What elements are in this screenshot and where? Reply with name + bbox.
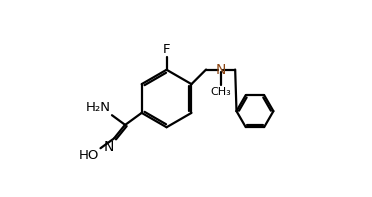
Text: N: N — [103, 140, 113, 154]
Text: CH₃: CH₃ — [210, 87, 231, 97]
Text: HO: HO — [79, 149, 100, 162]
Text: N: N — [215, 63, 226, 77]
Text: H₂N: H₂N — [86, 101, 111, 114]
Text: F: F — [163, 43, 170, 56]
